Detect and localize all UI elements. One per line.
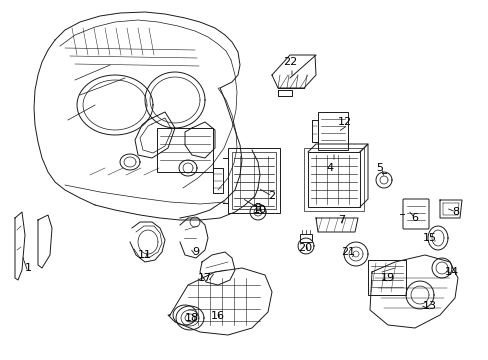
Bar: [307, 152, 359, 207]
Text: 21: 21: [340, 247, 354, 257]
Text: 9: 9: [192, 247, 199, 257]
Bar: [231, 152, 275, 209]
Text: 8: 8: [451, 207, 459, 217]
Text: 6: 6: [411, 213, 418, 223]
Bar: [304, 148, 363, 211]
Text: 1: 1: [24, 263, 31, 273]
Text: 4: 4: [326, 163, 333, 173]
Bar: [157, 128, 213, 172]
Text: 16: 16: [210, 311, 224, 321]
Bar: [317, 112, 347, 150]
Text: 10: 10: [252, 205, 266, 215]
Text: 11: 11: [138, 250, 152, 260]
Text: 18: 18: [184, 313, 199, 323]
Text: 7: 7: [338, 215, 345, 225]
Text: 2: 2: [268, 191, 275, 201]
Bar: [227, 148, 280, 213]
Text: 15: 15: [422, 233, 436, 243]
Text: 3: 3: [254, 203, 261, 213]
Text: 13: 13: [422, 301, 436, 311]
Text: 22: 22: [282, 57, 297, 67]
Text: 17: 17: [198, 273, 212, 283]
Text: 14: 14: [444, 267, 458, 277]
Text: 5: 5: [376, 163, 383, 173]
Bar: [299, 234, 311, 242]
Text: 12: 12: [337, 117, 351, 127]
Text: 19: 19: [380, 273, 394, 283]
Bar: [367, 260, 405, 295]
Text: 20: 20: [297, 243, 311, 253]
